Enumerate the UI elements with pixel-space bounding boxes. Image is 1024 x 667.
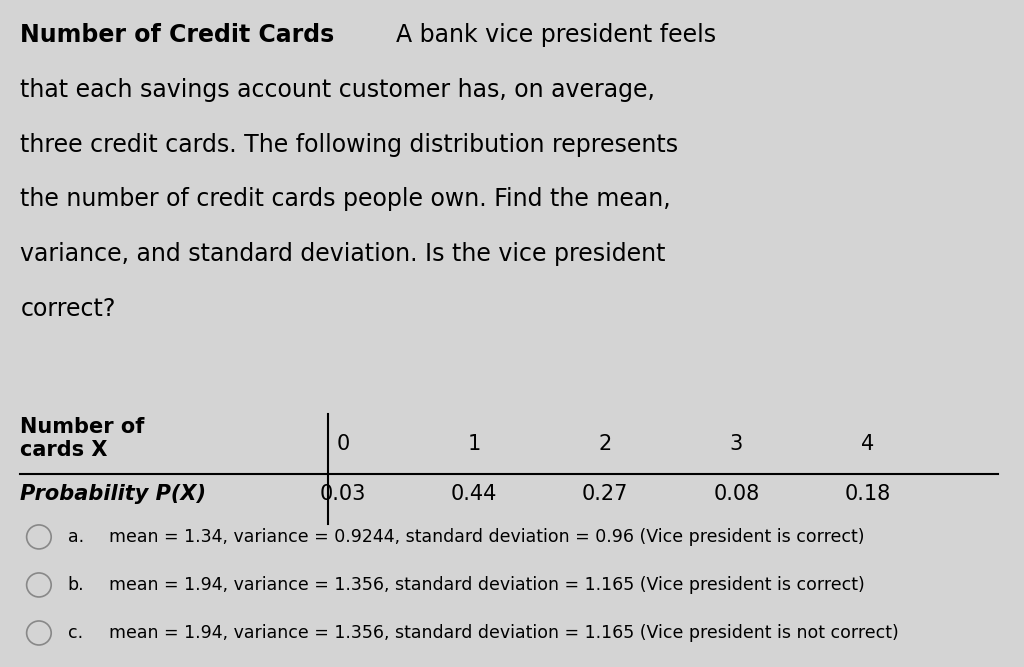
Text: 4: 4 [861,434,873,454]
Text: a.: a. [68,528,84,546]
Text: Probability P(X): Probability P(X) [20,484,207,504]
Text: 0.44: 0.44 [451,484,498,504]
Text: mean = 1.34, variance = 0.9244, standard deviation = 0.96 (Vice president is cor: mean = 1.34, variance = 0.9244, standard… [109,528,864,546]
Text: c.: c. [68,624,83,642]
Text: Number of Credit Cards: Number of Credit Cards [20,23,335,47]
Text: Number of
cards X: Number of cards X [20,417,144,460]
Text: 0: 0 [337,434,349,454]
Text: 0.18: 0.18 [844,484,891,504]
Text: 0.08: 0.08 [713,484,760,504]
Text: mean = 1.94, variance = 1.356, standard deviation = 1.165 (Vice president is cor: mean = 1.94, variance = 1.356, standard … [109,576,864,594]
Text: the number of credit cards people own. Find the mean,: the number of credit cards people own. F… [20,187,671,211]
Text: variance, and standard deviation. Is the vice president: variance, and standard deviation. Is the… [20,242,666,266]
Text: that each savings account customer has, on average,: that each savings account customer has, … [20,78,655,102]
Text: 0.03: 0.03 [319,484,367,504]
Text: mean = 1.94, variance = 1.356, standard deviation = 1.165 (Vice president is not: mean = 1.94, variance = 1.356, standard … [109,624,898,642]
Text: 3: 3 [730,434,742,454]
Text: A bank vice president feels: A bank vice president feels [381,23,716,47]
Text: 1: 1 [468,434,480,454]
Text: 0.27: 0.27 [582,484,629,504]
Text: b.: b. [68,576,84,594]
Text: three credit cards. The following distribution represents: three credit cards. The following distri… [20,133,679,157]
Text: 2: 2 [599,434,611,454]
Text: correct?: correct? [20,297,116,321]
